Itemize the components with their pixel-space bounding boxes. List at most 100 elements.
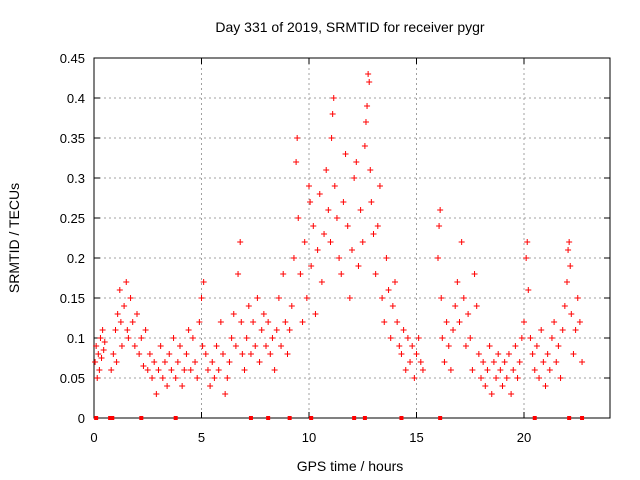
axis-ticks: 0 0.05 0.1 0.15 0.2 0.25 0.3 0.35 0.4 0.45 0 5 10 15 2… [60,51,610,445]
data-point [546,367,553,373]
data-point [576,319,583,325]
data-point [389,303,396,309]
data-point [361,143,368,149]
data-point [179,383,186,389]
data-point [232,343,239,349]
data-point [295,215,302,221]
data-point [503,375,510,381]
data-point [561,303,568,309]
data-point [307,199,314,205]
data-point [140,363,147,369]
data-point [263,343,269,349]
data-point [230,311,237,317]
x-tick-label: 5 [198,430,205,445]
data-point [342,151,349,157]
data-point [381,319,388,325]
data-point [353,159,360,165]
data-point [572,327,579,333]
data-point [524,239,531,245]
data-point [321,231,328,237]
data-point [275,295,282,301]
data-point [480,359,487,365]
data-point [138,335,145,341]
zero-value-marker [173,416,178,420]
data-point [181,367,188,373]
data-point [288,303,295,309]
data-point [151,359,158,365]
data-point [108,367,115,373]
data-point [177,343,183,349]
data-point [325,207,332,213]
data-point [318,279,325,285]
data-point [402,367,409,373]
data-point [294,135,301,141]
data-point [129,319,136,325]
data-point [96,367,103,373]
data-point [112,327,119,333]
data-point [224,375,231,381]
data-point [97,335,104,341]
y-tick-label: 0.3 [67,171,85,186]
data-point [170,335,177,341]
data-point [471,271,478,277]
y-tick-label: 0.2 [67,251,85,266]
data-point [95,351,102,357]
data-point [202,351,209,357]
data-point [488,391,495,397]
data-point [490,359,497,365]
data-point [359,239,366,245]
data-point [282,319,289,325]
zero-value-marker [532,416,537,420]
data-point [346,295,353,301]
data-point [367,167,374,173]
data-point [415,335,422,341]
data-point [351,175,358,181]
data-point [548,335,555,341]
data-point [400,327,407,333]
data-point [366,79,373,85]
zero-value-marker [110,416,115,420]
data-point [117,319,124,325]
data-point [579,359,586,365]
data-point [260,311,267,317]
data-point [536,375,543,381]
data-point [110,351,117,357]
data-point [411,375,418,381]
data-point [565,247,572,253]
zero-value-marker [362,416,367,420]
data-point [161,359,168,365]
data-point [199,343,206,349]
data-point [303,295,310,301]
y-axis-label: SRMTID / TECUs [6,183,22,293]
data-point [553,359,560,365]
data-point [435,255,441,261]
data-point [484,367,491,373]
data-point [198,295,205,301]
data-point [222,391,229,397]
data-point [566,239,573,245]
data-point [226,359,233,365]
data-point [187,367,194,373]
data-point [387,335,394,341]
data-point [220,351,226,357]
data-point [516,359,523,365]
data-point [241,367,248,373]
data-point [269,335,276,341]
zero-value-marker [287,416,292,420]
data-point [482,383,489,389]
data-point [293,159,300,165]
data-point [465,311,472,317]
data-point [501,359,508,365]
data-point [570,351,577,357]
data-point [493,375,500,381]
data-point [529,351,536,357]
data-point [93,343,100,349]
data-point [131,343,138,349]
y-tick-label: 0.35 [60,131,85,146]
data-point [327,239,334,245]
data-point [460,295,467,301]
data-point [118,343,125,349]
data-point [183,351,190,357]
x-tick-label: 20 [517,430,531,445]
data-point [514,375,521,381]
